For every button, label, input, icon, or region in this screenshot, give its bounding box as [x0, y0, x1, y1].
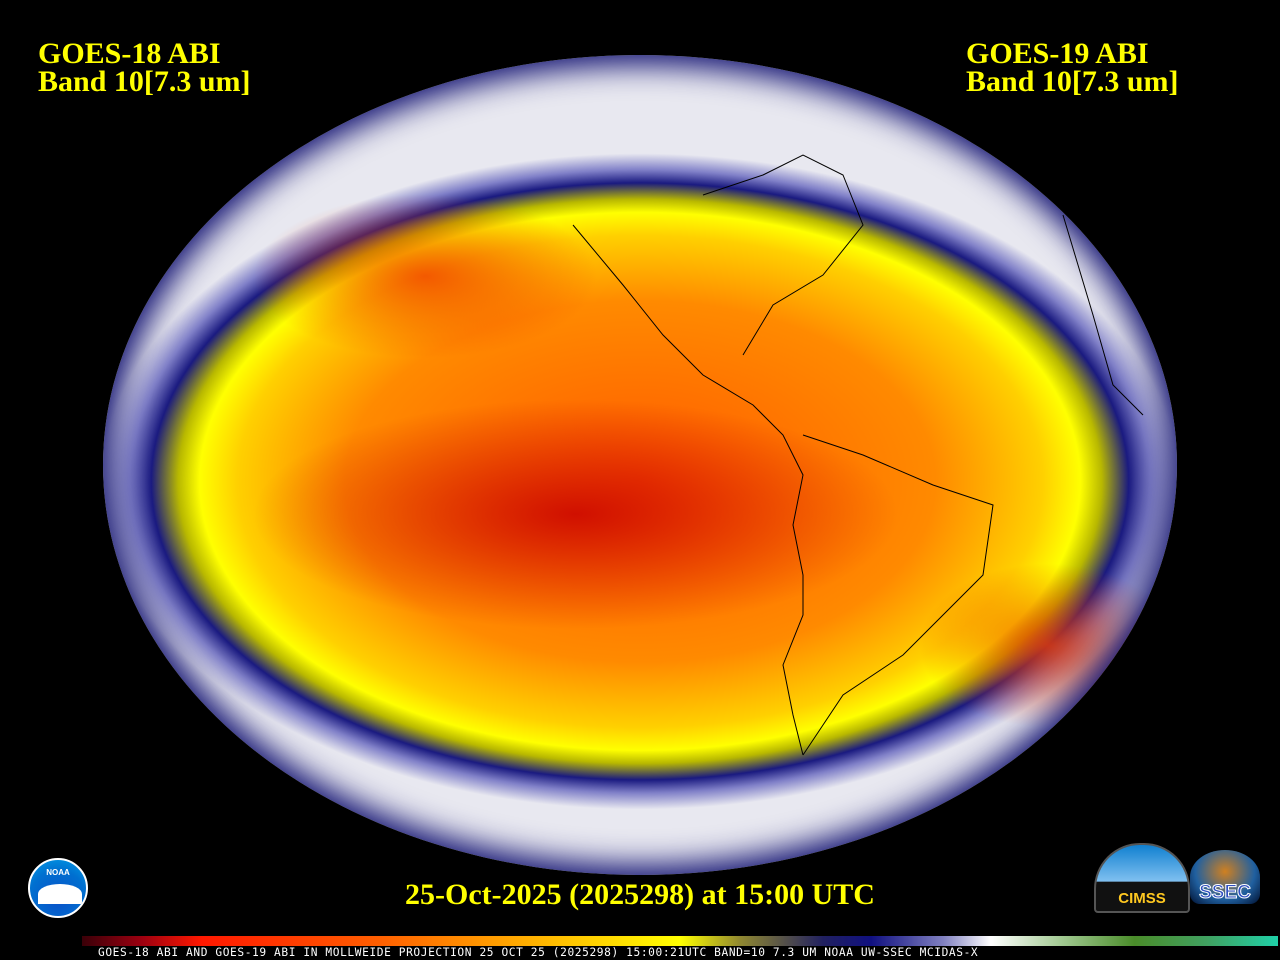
- americas-coastline: [572, 154, 994, 756]
- left-band-label: Band 10[7.3 um]: [38, 65, 251, 98]
- water-vapor-globe-image: [103, 55, 1177, 875]
- noaa-logo: NOAA: [28, 858, 88, 918]
- color-scale-bar: [82, 936, 1278, 946]
- left-satellite-name: GOES-18 ABI: [38, 37, 221, 70]
- left-satellite-label: GOES-18 ABI Band 10[7.3 um]: [38, 37, 251, 98]
- timestamp: 25-Oct-2025 (2025298) at 15:00 UTC: [405, 878, 875, 911]
- right-band-label: Band 10[7.3 um]: [966, 65, 1179, 98]
- coastline-overlay: [572, 154, 1144, 756]
- image-caption: GOES-18 ABI AND GOES-19 ABI IN MOLLWEIDE…: [98, 946, 979, 959]
- cimss-logo: CIMSS: [1094, 843, 1190, 913]
- right-satellite-label: GOES-19 ABI Band 10[7.3 um]: [966, 37, 1179, 98]
- africa-coastline: [1062, 214, 1144, 416]
- right-satellite-name: GOES-19 ABI: [966, 37, 1149, 70]
- ssec-logo: SSEC: [1190, 850, 1260, 904]
